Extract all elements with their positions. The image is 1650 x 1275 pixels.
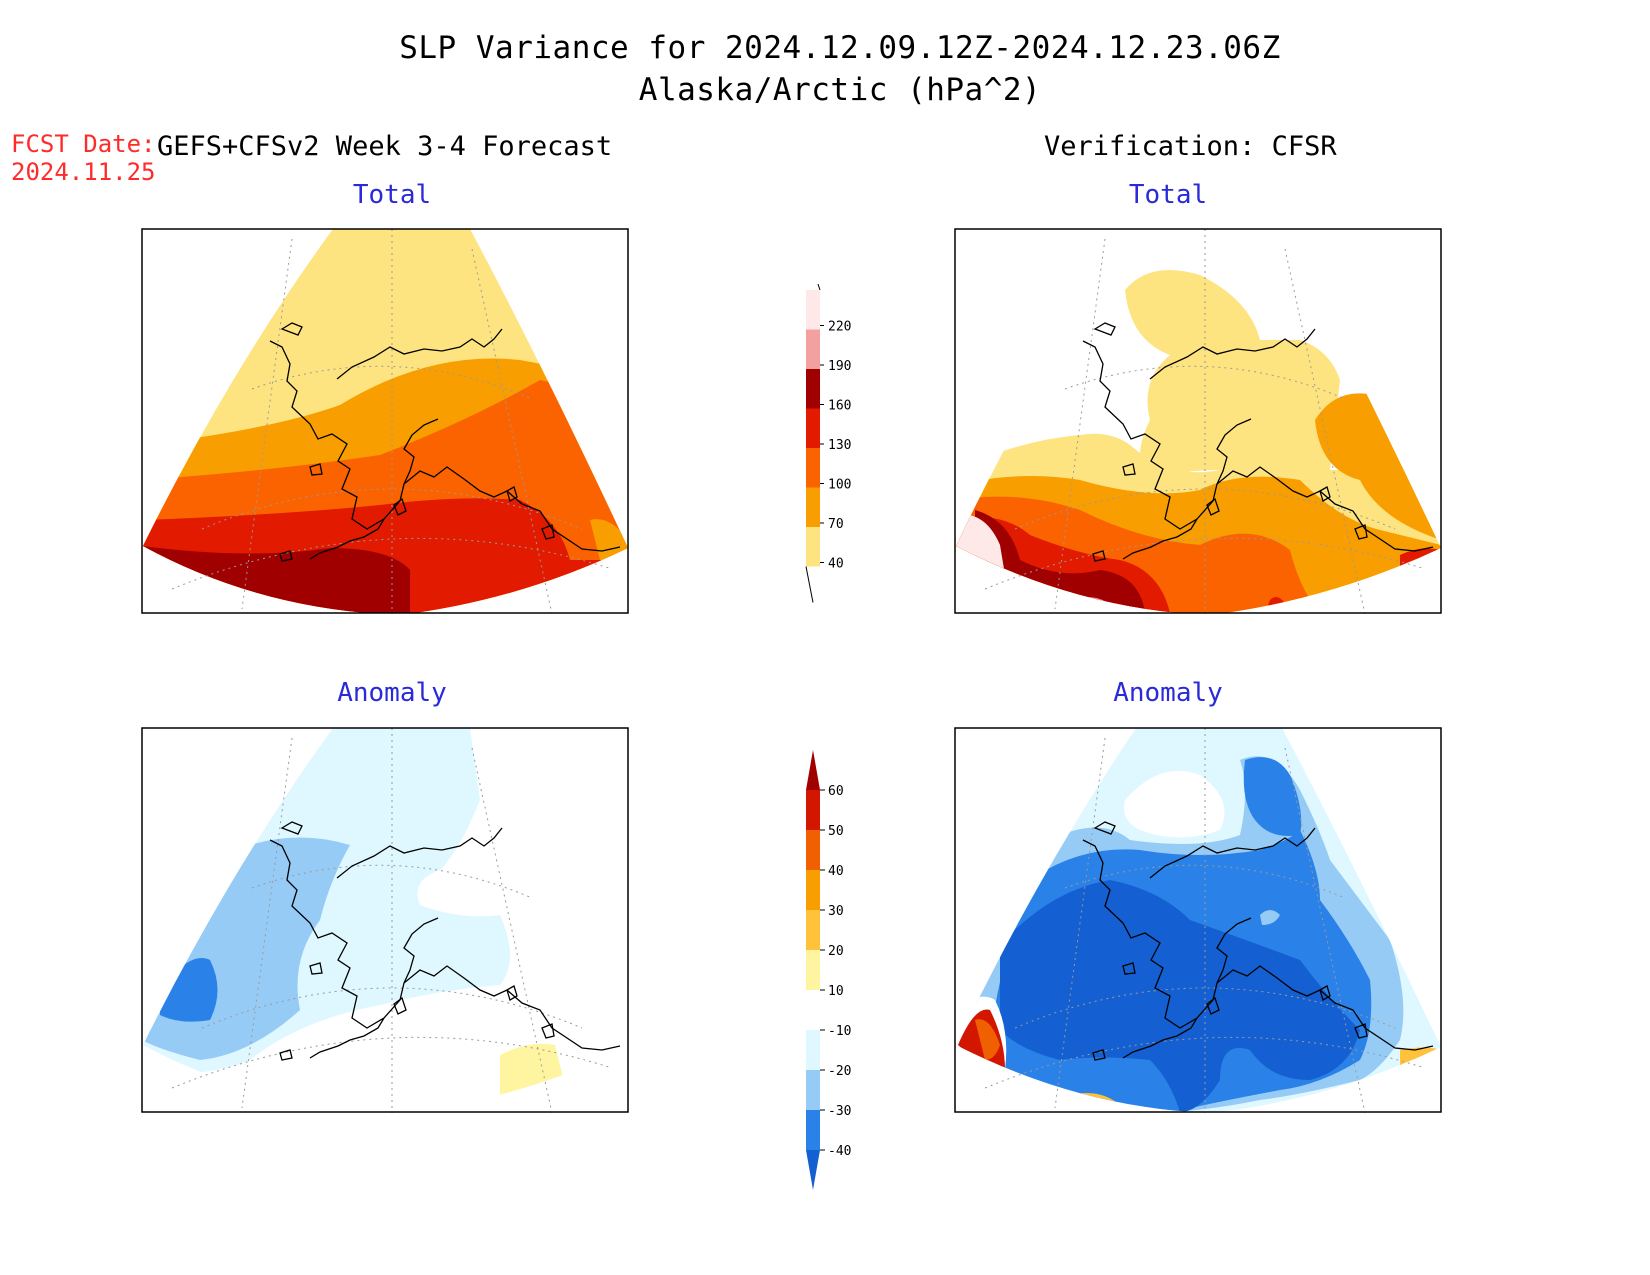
fcst-date-value: 2024.11.25 (11, 158, 156, 186)
anomaly-colorbar-tick-label: 30 (828, 904, 844, 919)
anomaly-colorbar-swatch (806, 1030, 820, 1070)
total-colorbar-swatch (806, 487, 820, 527)
total-colorbar-tick-label: 100 (828, 478, 851, 493)
anomaly-colorbar-tick-label: 60 (828, 784, 844, 799)
anomaly-colorbar-tick-label: 20 (828, 944, 844, 959)
verification-column-title: Verification: CFSR (1044, 131, 1337, 162)
chart-subtitle: Alaska/Arctic (hPa^2) (638, 72, 1042, 108)
forecast-total-fill (143, 229, 628, 613)
anomaly-colorbar: -40 -30 -20 -10 10 20 30 40 50 60 (806, 750, 851, 1190)
forecast-total-frame (141, 228, 629, 614)
forecast-total-map (141, 228, 629, 615)
total-colorbar-head (817, 283, 821, 291)
total-colorbar-swatch (806, 369, 820, 409)
total-colorbar-tail (805, 566, 814, 603)
anomaly-colorbar-tick-label: -30 (828, 1104, 851, 1119)
total-colorbar-tick-label: 190 (828, 359, 851, 374)
anomaly-colorbar-tick-label: 50 (828, 824, 844, 839)
chart-title: SLP Variance for 2024.12.09.12Z-2024.12.… (399, 30, 1281, 66)
panel-title-forecast-total: Total (352, 180, 432, 210)
total-colorbar-tick-label: 70 (828, 517, 844, 532)
total-colorbar-tick-label: 220 (828, 320, 851, 335)
verification-anomaly-map (954, 727, 1442, 1114)
forecast-column-title: GEFS+CFSv2 Week 3-4 Forecast (157, 131, 613, 162)
forecast-anomaly-frame (141, 727, 629, 1113)
anomaly-colorbar-tick-label: -20 (828, 1064, 851, 1079)
forecast-anomaly-fill (143, 728, 628, 1112)
fcst-date-label: FCST Date: (11, 130, 156, 158)
total-colorbar-swatch (806, 448, 820, 488)
anomaly-colorbar-tick-label: -10 (828, 1024, 851, 1039)
total-colorbar-swatch (806, 290, 820, 330)
panel-title-verification-total: Total (1128, 180, 1208, 210)
anomaly-colorbar-tick-label: -40 (828, 1144, 851, 1159)
verification-total-fill (956, 229, 1441, 613)
total-colorbar-swatch (806, 527, 820, 567)
verification-total-frame (954, 228, 1442, 614)
forecast-anomaly-map (141, 727, 629, 1114)
anomaly-colorbar-swatch (806, 790, 820, 830)
total-colorbar: 40 70 100 130 160 190 220 (805, 283, 851, 603)
panel-title-forecast-anomaly: Anomaly (337, 678, 447, 708)
total-colorbar-tick-label: 40 (828, 557, 844, 572)
anomaly-colorbar-swatch (806, 1070, 820, 1110)
total-colorbar-swatch (806, 329, 820, 369)
anomaly-colorbar-swatch (806, 750, 820, 790)
anomaly-colorbar-tick-label: 10 (828, 984, 844, 999)
verification-total-map (954, 228, 1442, 615)
total-colorbar-swatch (806, 408, 820, 448)
anomaly-colorbar-swatch (806, 830, 820, 870)
anomaly-colorbar-swatch (806, 1110, 820, 1150)
total-colorbar-tick-label: 130 (828, 438, 851, 453)
anomaly-colorbar-swatch (806, 990, 820, 1030)
anomaly-colorbar-swatch (806, 950, 820, 990)
anomaly-colorbar-swatch (806, 1150, 820, 1190)
anomaly-colorbar-swatch (806, 870, 820, 910)
anomaly-colorbar-tick-label: 40 (828, 864, 844, 879)
verification-anomaly-frame (954, 727, 1442, 1113)
anomaly-colorbar-swatch (806, 910, 820, 950)
total-colorbar-tick-label: 160 (828, 399, 851, 414)
panel-title-verification-anomaly: Anomaly (1113, 678, 1223, 708)
verification-anomaly-fill (956, 728, 1441, 1112)
